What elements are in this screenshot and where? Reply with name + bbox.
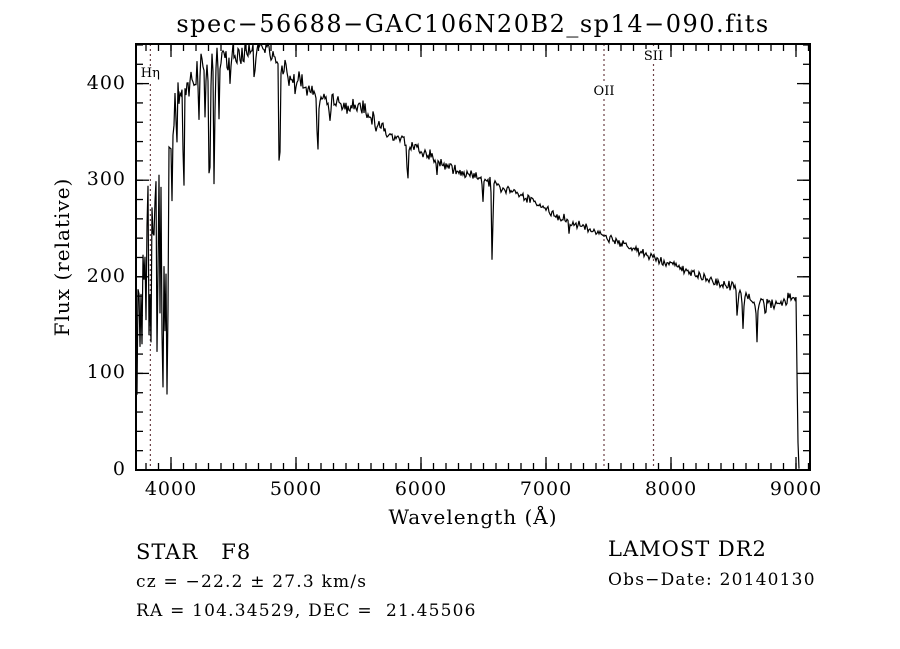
plot-frame (135, 43, 811, 471)
x-tick-label: 5000 (269, 478, 323, 500)
y-tick-label: 100 (86, 361, 126, 384)
obs-date-text: Obs−Date: 20140130 (608, 570, 816, 590)
spectral-line-label: SII (642, 49, 665, 64)
x-tick-label: 6000 (394, 478, 448, 500)
spectral-line-label: OII (592, 84, 616, 99)
classification-text: STAR F8 (136, 540, 252, 564)
spectrum-trace (135, 42, 800, 469)
survey-text: LAMOST DR2 (608, 537, 767, 561)
x-axis-label: Wavelength (Å) (388, 505, 558, 529)
y-axis-label: Flux (relative) (50, 177, 74, 337)
x-tick-label: 9000 (769, 478, 823, 500)
coords-text: RA = 104.34529, DEC = 21.45506 (136, 601, 477, 621)
x-tick-label: 4000 (144, 478, 198, 500)
cz-text: cz = −22.2 ± 27.3 km/s (136, 572, 368, 592)
y-tick-label: 300 (86, 168, 126, 191)
y-tick-label: 400 (86, 71, 126, 94)
x-tick-label: 7000 (519, 478, 573, 500)
x-tick-label: 8000 (644, 478, 698, 500)
y-tick-label: 0 (112, 458, 126, 480)
y-tick-label: 200 (86, 264, 126, 287)
spectral-line-label: Hη (139, 66, 161, 81)
chart-title: spec−56688−GAC106N20B2_sp14−090.fits (176, 10, 770, 38)
